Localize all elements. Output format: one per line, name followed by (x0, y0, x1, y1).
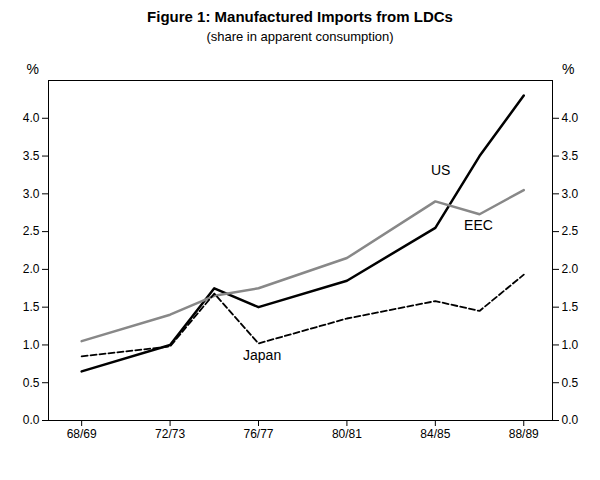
svg-text:0.5: 0.5 (562, 376, 579, 390)
svg-text:84/85: 84/85 (420, 427, 450, 441)
svg-text:1.5: 1.5 (23, 300, 40, 314)
svg-text:1.0: 1.0 (562, 338, 579, 352)
svg-text:3.0: 3.0 (562, 187, 579, 201)
svg-text:80/81: 80/81 (332, 427, 362, 441)
svg-text:4.0: 4.0 (23, 111, 40, 125)
svg-text:US: US (431, 162, 450, 178)
svg-text:3.0: 3.0 (23, 187, 40, 201)
svg-text:3.5: 3.5 (562, 149, 579, 163)
svg-text:0.0: 0.0 (562, 413, 579, 427)
svg-text:68/69: 68/69 (67, 427, 97, 441)
svg-text:EEC: EEC (464, 217, 493, 233)
svg-text:76/77: 76/77 (243, 427, 273, 441)
svg-text:1.5: 1.5 (562, 300, 579, 314)
svg-text:2.5: 2.5 (562, 224, 579, 238)
svg-text:72/73: 72/73 (155, 427, 185, 441)
html-text:(share in apparent consumption: (share in apparent consumption) (206, 29, 394, 44)
svg-text:2.5: 2.5 (23, 224, 40, 238)
svg-text:0.0: 0.0 (23, 413, 40, 427)
svg-text:2.0: 2.0 (562, 262, 579, 276)
svg-text:4.0: 4.0 (562, 111, 579, 125)
svg-text:%: % (27, 61, 39, 77)
svg-text:3.5: 3.5 (23, 149, 40, 163)
svg-text:0.5: 0.5 (23, 376, 40, 390)
svg-text:%: % (562, 61, 574, 77)
svg-text:1.0: 1.0 (23, 338, 40, 352)
html-text:Figure 1: Manufactured Imports: Figure 1: Manufactured Imports from LDCs (147, 8, 453, 25)
svg-text:2.0: 2.0 (23, 262, 40, 276)
svg-text:88/89: 88/89 (509, 427, 539, 441)
svg-text:Japan: Japan (243, 347, 281, 363)
